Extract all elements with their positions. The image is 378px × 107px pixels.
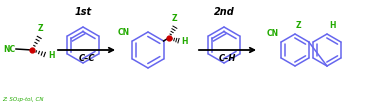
Text: 1st: 1st <box>74 7 91 17</box>
Text: H: H <box>181 36 188 45</box>
Text: CN: CN <box>267 29 279 38</box>
Text: Z: Z <box>37 24 43 33</box>
Text: Z: Z <box>172 14 177 23</box>
Text: Z: SO₂p-tol, CN: Z: SO₂p-tol, CN <box>2 97 43 102</box>
Text: C–C: C–C <box>78 54 95 62</box>
Text: CN: CN <box>117 28 129 37</box>
Text: C–H: C–H <box>219 54 236 62</box>
Text: NC: NC <box>3 45 15 54</box>
Text: Z: Z <box>296 21 302 30</box>
Text: 2nd: 2nd <box>214 7 234 17</box>
Text: H: H <box>48 51 54 59</box>
Text: H: H <box>329 21 336 30</box>
